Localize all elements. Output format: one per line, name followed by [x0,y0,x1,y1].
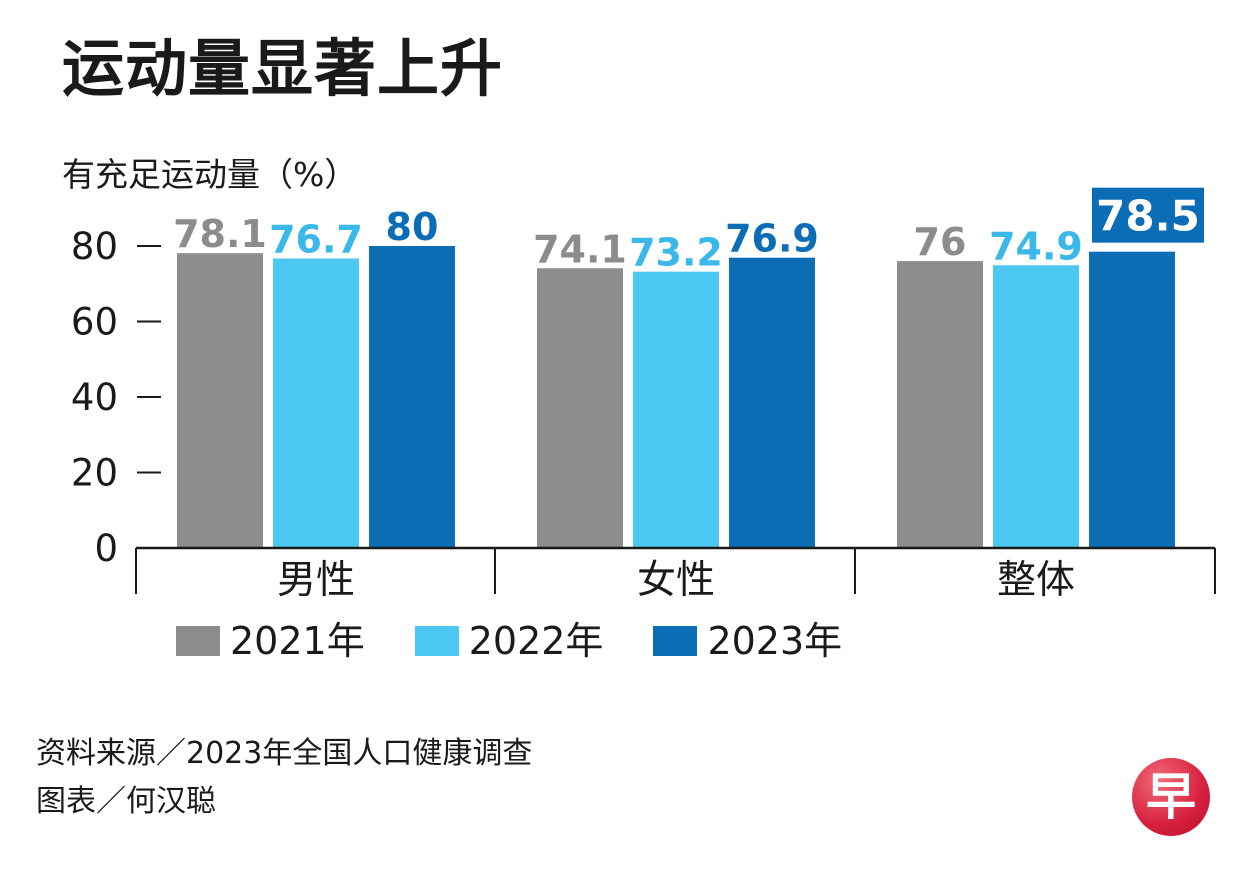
y-tick-label-0: 0 [94,527,118,570]
value-label-男性-2022年: 76.7 [269,217,363,261]
source-note: 资料来源／2023年全国人口健康调查 图表／何汉聪 [36,730,532,826]
x-tick-label-女性: 女性 [637,558,715,603]
bar-男性-2021年 [177,253,263,549]
brand-logo-icon: 早 [1132,758,1210,836]
value-label-整体-2022年: 74.9 [989,224,1083,268]
bar-男性-2022年 [273,258,359,548]
legend-item-2021: 2021年 [176,622,365,660]
legend-item-2023: 2023年 [653,622,842,660]
bar-整体-2022年 [993,265,1079,548]
value-label-男性-2023年: 80 [386,205,439,249]
bar-整体-2021年 [897,261,983,548]
credit-text: 图表／何汉聪 [36,784,216,819]
y-axis-unit-label: 有充足运动量（%） [62,155,358,194]
value-label-男性-2021年: 78.1 [173,212,267,256]
legend-swatch-2021 [176,626,220,656]
y-tick-label-80: 80 [71,225,118,268]
value-label-女性-2022年: 73.2 [629,231,723,275]
bar-整体-2023年 [1089,251,1175,548]
y-tick-label-60: 60 [71,301,118,344]
value-label-女性-2023年: 76.9 [725,217,819,261]
bar-女性-2021年 [537,268,623,548]
value-label-整体-2023年: 78.5 [1096,192,1200,241]
highlight-label-box [1092,187,1204,243]
legend-item-2022: 2022年 [414,619,604,663]
y-tick-label-40: 40 [71,376,118,419]
y-tick-label-20: 20 [71,452,118,495]
x-tick-label-男性: 男性 [277,558,355,603]
legend-swatch-2023 [653,626,698,656]
legend-label-2021: 2021年 [230,619,365,663]
bar-男性-2023年 [369,246,455,548]
legend-label-2022: 2022年 [468,619,604,663]
bar-女性-2023年 [729,257,815,548]
chart-title: 运动量显著上升 [62,32,504,105]
value-label-整体-2021年: 76 [914,220,967,264]
x-tick-label-整体: 整体 [997,558,1075,603]
legend-label-2023: 2023年 [707,619,843,663]
legend: 2021年 2022年 2023年 [176,622,892,660]
bar-女性-2022年 [633,271,719,548]
value-label-女性-2021年: 74.1 [533,227,627,271]
legend-swatch-2022 [414,626,459,656]
source-text: 资料来源／2023年全国人口健康调查 [36,736,533,771]
